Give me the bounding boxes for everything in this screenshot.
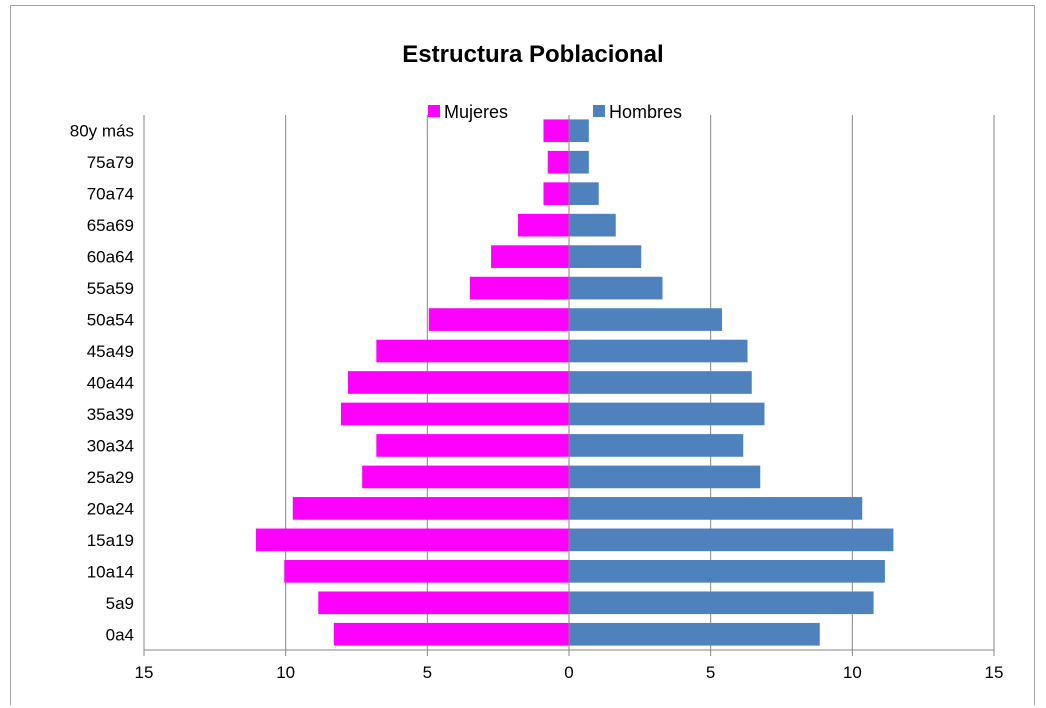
bar-hombres [569, 276, 663, 300]
bar-hombres [569, 402, 765, 426]
y-tick-label: 50a54 [87, 311, 134, 330]
bar-hombres [569, 591, 874, 615]
y-tick-label: 5a9 [106, 594, 134, 613]
bar-mujeres [469, 276, 569, 300]
y-tick-label: 35a39 [87, 405, 134, 424]
chart-title: Estructura Poblacional [402, 41, 663, 68]
bar-mujeres [376, 339, 569, 363]
bar-mujeres [543, 182, 569, 206]
bar-mujeres [543, 119, 569, 143]
y-tick-label: 75a79 [87, 153, 134, 172]
bar-hombres [569, 182, 599, 206]
y-tick-label: 60a64 [87, 248, 134, 267]
bar-hombres [569, 465, 761, 489]
bar-hombres [569, 119, 589, 143]
x-tick-label: 10 [276, 663, 295, 682]
bar-mujeres [284, 559, 569, 583]
bar-mujeres [428, 308, 569, 331]
bar-hombres [569, 245, 642, 268]
y-tick-label: 10a14 [87, 562, 134, 581]
bar-mujeres [362, 465, 569, 489]
x-tick-label: 15 [985, 663, 1004, 682]
y-tick-label: 25a29 [87, 468, 134, 487]
bar-mujeres [518, 213, 569, 237]
bar-hombres [569, 497, 863, 520]
y-axis-labels: 80y más 75a79 70a74 65a69 60a64 55a59 50a54 45a… [70, 122, 134, 645]
y-tick-label: 70a74 [87, 185, 134, 204]
bar-hombres [569, 528, 894, 552]
legend: Mujeres Hombres [428, 102, 682, 122]
x-tick-label: 5 [423, 663, 432, 682]
bar-mujeres [333, 622, 569, 646]
legend-label-mujeres: Mujeres [444, 102, 508, 122]
y-tick-label: 40a44 [87, 374, 134, 393]
x-axis: 15 10 5 0 5 10 15 [135, 115, 1004, 682]
legend-swatch-hombres [593, 105, 605, 117]
y-tick-label: 45a49 [87, 342, 134, 361]
bar-mujeres [348, 371, 569, 394]
bar-hombres [569, 559, 885, 583]
bar-hombres [569, 150, 589, 174]
bar-mujeres [318, 591, 569, 615]
bar-mujeres [255, 528, 569, 552]
x-tick-label: 5 [706, 663, 715, 682]
bar-hombres [569, 339, 748, 363]
x-tick-label: 15 [135, 663, 154, 682]
y-tick-label: 15a19 [87, 531, 134, 550]
bar-hombres [569, 371, 752, 394]
bar-hombres [569, 434, 744, 457]
x-tick-label: 0 [564, 663, 573, 682]
bar-mujeres [376, 434, 569, 457]
y-tick-label: 0a4 [106, 625, 134, 644]
bar-hombres [569, 308, 722, 331]
legend-swatch-mujeres [428, 105, 440, 117]
legend-label-hombres: Hombres [609, 102, 682, 122]
y-tick-label: 65a69 [87, 216, 134, 235]
y-tick-label: 20a24 [87, 499, 134, 518]
y-tick-label: 55a59 [87, 279, 134, 298]
bar-hombres [569, 213, 616, 237]
bar-mujeres [292, 497, 569, 520]
x-tick-label: 10 [843, 663, 862, 682]
bars [255, 119, 894, 646]
y-tick-label: 80y más [70, 122, 134, 141]
bar-mujeres [340, 402, 569, 426]
bar-hombres [569, 622, 820, 646]
bar-mujeres [491, 245, 569, 268]
bar-mujeres [547, 150, 569, 174]
y-tick-label: 30a34 [87, 436, 134, 455]
